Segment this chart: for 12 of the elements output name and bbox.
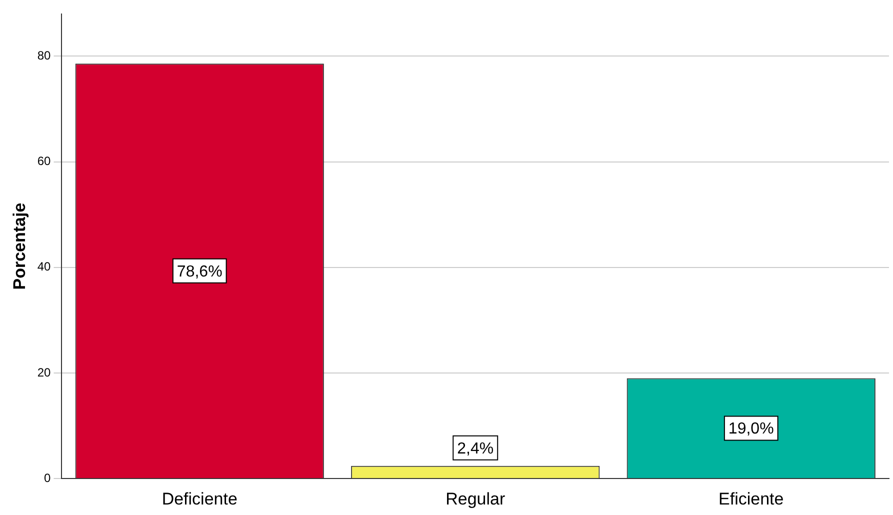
data-label: 2,4% bbox=[457, 440, 494, 458]
data-label: 78,6% bbox=[176, 263, 222, 280]
x-tick-label: Regular bbox=[446, 489, 506, 508]
y-tick-label: 20 bbox=[37, 365, 52, 380]
x-tick-label: Deficiente bbox=[162, 489, 238, 508]
x-tick-label: Eficiente bbox=[718, 489, 784, 508]
y-tick-label: 80 bbox=[37, 48, 52, 63]
y-axis-title: Porcentaje bbox=[10, 202, 29, 290]
data-label: 19,0% bbox=[728, 420, 774, 438]
y-tick-label: 0 bbox=[44, 470, 52, 485]
y-tick-label: 40 bbox=[37, 260, 52, 274]
y-tick-label: 60 bbox=[37, 154, 52, 168]
